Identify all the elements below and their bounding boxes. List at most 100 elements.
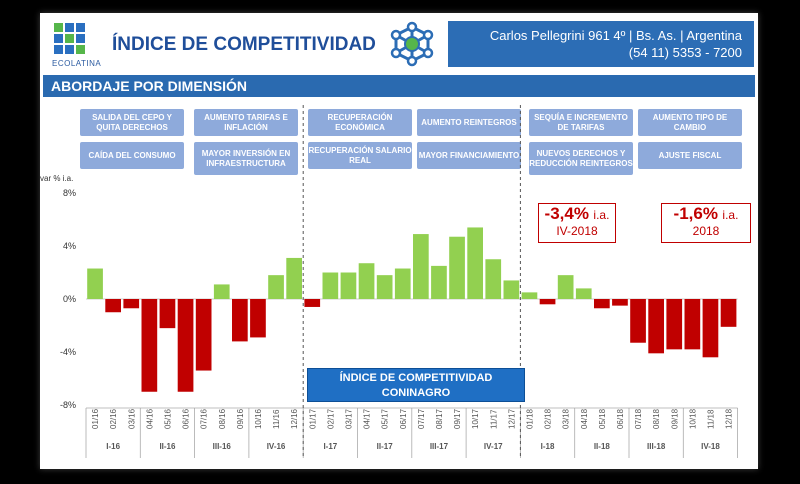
x-tick-label: 11/16 (272, 409, 281, 429)
callout-unit: i.a. (722, 208, 739, 222)
logo-square (65, 34, 74, 43)
x-tick-label: 11/17 (489, 409, 498, 429)
bar (340, 272, 357, 299)
quarter-label: I-16 (106, 442, 120, 451)
bar (141, 299, 158, 392)
bar (177, 299, 194, 392)
callout-2018: -1,6% i.a. 2018 (661, 203, 751, 243)
callout-value: -1,6% (673, 204, 718, 223)
callout-value: -3,4% (544, 204, 589, 223)
contact-phone: (54 11) 5353 - 7200 (628, 45, 742, 60)
x-tick-label: 06/17 (399, 408, 408, 429)
x-tick-label: 08/16 (218, 408, 227, 429)
dimension-box: AJUSTE FISCAL (638, 142, 742, 169)
bar (376, 275, 393, 299)
x-tick-label: 04/17 (363, 408, 372, 429)
x-tick-label: 01/16 (91, 408, 100, 429)
bar (503, 280, 520, 299)
x-tick-label: 05/17 (381, 408, 390, 429)
callout-period: 2018 (692, 224, 720, 238)
dimension-box: MAYOR INVERSIÓN EN INFRAESTRUCTURA (194, 142, 298, 175)
bar (521, 292, 538, 299)
x-tick-label: 07/18 (634, 408, 643, 429)
x-tick-label: 01/17 (308, 408, 317, 429)
dimension-box: RECUPERACIÓN ECONÓMICA (308, 109, 412, 136)
quarter-label: III-18 (647, 442, 666, 451)
network-icon (390, 21, 434, 67)
banner-line1: ÍNDICE DE COMPETITIVIDAD (339, 372, 493, 384)
quarter-label: III-17 (430, 442, 449, 451)
y-tick-label: 0% (63, 294, 76, 304)
x-tick-label: 10/16 (254, 408, 263, 429)
logo-square (76, 45, 85, 54)
header: ECOLATINA ÍNDICE DE COMPETITIVIDAD Carlo… (40, 13, 758, 69)
y-tick-label: 4% (63, 241, 76, 251)
x-tick-label: 03/18 (562, 408, 571, 429)
bar (159, 299, 176, 329)
x-tick-label: 12/17 (507, 408, 516, 429)
x-tick-label: 07/16 (200, 408, 209, 429)
x-tick-label: 08/18 (652, 408, 661, 429)
bar (630, 299, 646, 343)
bar (232, 299, 248, 342)
bar (250, 299, 266, 338)
x-tick-label: 06/16 (182, 408, 191, 429)
bar (575, 288, 592, 299)
bar (594, 299, 610, 309)
contact-panel: Carlos Pellegrini 961 4º | Bs. As. | Arg… (448, 21, 754, 67)
bar (720, 299, 737, 327)
quarter-label: I-18 (541, 442, 555, 451)
bar (612, 299, 628, 306)
x-tick-label: 10/17 (471, 408, 480, 429)
quarter-label: IV-18 (701, 442, 720, 451)
callout-period: IV-2018 (556, 224, 598, 238)
bar (648, 299, 664, 354)
quarter-label: II-17 (377, 442, 394, 451)
x-tick-label: 11/18 (706, 409, 715, 429)
x-tick-label: 12/18 (725, 408, 734, 429)
logo-square (76, 23, 85, 32)
bar (123, 299, 140, 309)
contact-address: Carlos Pellegrini 961 4º | Bs. As. | Arg… (489, 28, 742, 43)
dimension-box: NUEVOS DERECHOS Y REDUCCIÓN REINTEGROS (529, 142, 633, 175)
x-tick-label: 12/16 (290, 408, 299, 429)
logo-square (65, 23, 74, 32)
x-tick-label: 07/17 (417, 408, 426, 429)
x-tick-label: 02/16 (109, 408, 118, 429)
bar (358, 263, 375, 299)
quarter-label: II-16 (159, 442, 176, 451)
logo-square (54, 45, 63, 54)
x-tick-label: 04/18 (580, 408, 589, 429)
slide: ECOLATINA ÍNDICE DE COMPETITIVIDAD Carlo… (40, 13, 758, 469)
quarter-label: II-18 (594, 442, 611, 451)
logo-square (65, 45, 74, 54)
page-title: ÍNDICE DE COMPETITIVIDAD (112, 34, 376, 55)
x-tick-label: 05/18 (598, 408, 607, 429)
bar (268, 275, 284, 299)
x-tick-label: 06/18 (616, 408, 625, 429)
bar (87, 268, 103, 299)
dimension-box: AUMENTO TIPO DE CAMBIO (638, 109, 742, 136)
quarter-label: IV-17 (484, 442, 503, 451)
bar (467, 227, 483, 299)
bar (539, 299, 556, 305)
x-tick-label: 03/16 (127, 408, 136, 429)
x-tick-label: 03/17 (344, 408, 353, 429)
dimension-box: SEQUÍA E INCREMENTO DE TARIFAS (529, 109, 633, 136)
bar (557, 275, 574, 299)
bar (449, 236, 465, 299)
callout-unit: i.a. (593, 208, 610, 222)
bar (286, 257, 302, 299)
banner-line2: CONINAGRO (381, 387, 451, 399)
dimension-box: SALIDA DEL CEPO Y QUITA DERECHOS (80, 109, 184, 136)
dimension-box: CAÍDA DEL CONSUMO (80, 142, 184, 169)
bar (195, 299, 212, 371)
bar (322, 272, 339, 299)
dimension-box: RECUPERACIÓN SALARIO REAL (308, 142, 412, 169)
y-tick-label: -8% (60, 400, 76, 410)
x-tick-label: 04/16 (145, 408, 154, 429)
section-title: ABORDAJE POR DIMENSIÓN (43, 75, 755, 97)
logo-square (54, 34, 63, 43)
callout-q4-2018: -3,4% i.a. IV-2018 (538, 203, 616, 243)
x-tick-label: 08/17 (435, 408, 444, 429)
